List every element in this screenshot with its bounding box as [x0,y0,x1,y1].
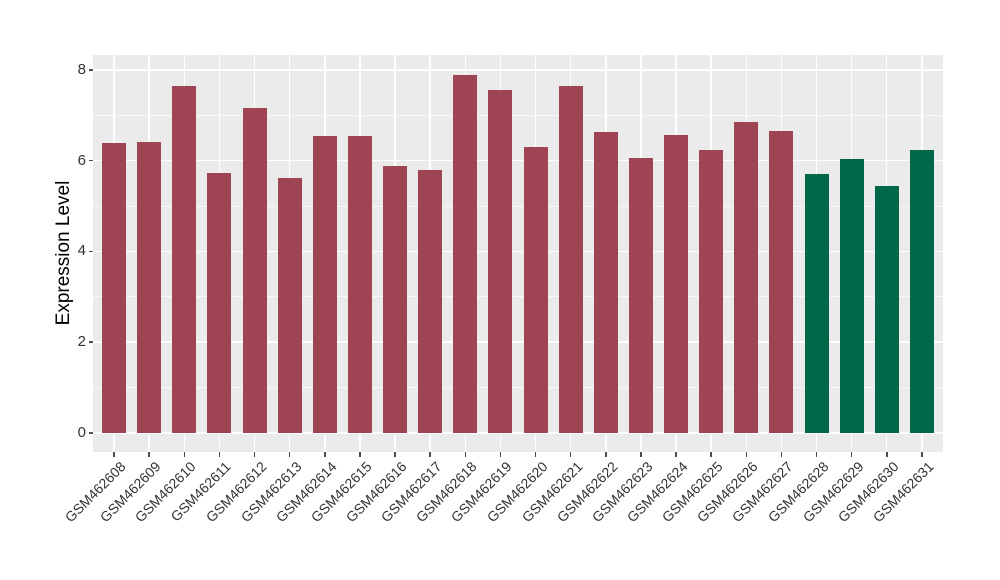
x-tick-mark [359,452,361,457]
plot-panel [93,55,943,452]
x-tick-mark [640,452,642,457]
x-tick-mark [394,452,396,457]
bar-GSM462609 [137,141,162,433]
gridline-y-minor [93,296,943,298]
bar-GSM462626 [734,122,759,433]
bar-GSM462611 [207,173,232,433]
y-tick-label: 6 [77,151,86,169]
bar-GSM462616 [383,166,408,433]
y-tick-mark [88,250,93,253]
gridline-y-major [93,250,943,253]
x-tick-mark [710,452,712,457]
bar-GSM462631 [909,149,934,433]
bar-GSM462622 [593,132,618,433]
bar-GSM462627 [769,130,794,433]
gridline-y-minor [93,387,943,389]
bar-GSM462617 [418,170,443,433]
bar-GSM462618 [453,74,478,433]
bar-GSM462630 [874,186,899,433]
x-tick-mark [464,452,467,457]
bar-GSM462620 [523,146,548,433]
bar-GSM462619 [488,90,513,433]
x-tick-mark [886,452,888,457]
y-tick-label: 8 [77,60,86,78]
x-tick-mark [148,452,150,457]
bar-GSM462613 [277,177,302,433]
bar-GSM462621 [558,86,583,433]
x-tick-mark [113,452,115,457]
bar-GSM462608 [102,142,127,433]
x-tick-mark [218,452,221,457]
x-tick-mark [253,452,256,457]
gridline-y-major [93,432,943,434]
x-tick-mark [780,452,783,457]
gridline-y-major [93,69,943,71]
x-tick-mark [605,452,607,457]
x-tick-mark [429,452,431,457]
y-tick-mark [88,432,93,434]
y-tick-label: 2 [77,333,86,351]
bar-GSM462615 [347,136,372,433]
y-tick-mark [88,341,93,343]
bar-GSM462628 [804,174,829,433]
gridline-y-major [93,159,943,162]
x-tick-mark [183,452,186,457]
x-tick-mark [675,452,677,457]
x-tick-mark [921,452,923,457]
x-tick-mark [534,452,537,457]
x-tick-mark [850,452,853,457]
x-tick-mark [569,452,572,457]
y-tick-label: 0 [77,423,86,441]
gridline-y-minor [93,205,943,207]
y-tick-label: 4 [77,242,86,260]
bar-GSM462624 [664,135,689,433]
x-tick-mark [288,452,291,457]
bar-GSM462629 [839,159,864,433]
bar-GSM462623 [628,158,653,433]
y-tick-mark [88,69,93,71]
bar-GSM462612 [242,107,267,433]
x-tick-mark [499,452,502,457]
x-tick-mark [745,452,748,457]
bar-GSM462614 [312,136,337,433]
gridline-y-major [93,341,943,343]
gridline-y-minor [93,114,943,116]
bar-GSM462610 [172,86,197,433]
bar-GSM462625 [699,149,724,433]
x-tick-mark [815,452,818,457]
x-tick-mark [324,452,326,457]
y-tick-mark [88,159,93,162]
